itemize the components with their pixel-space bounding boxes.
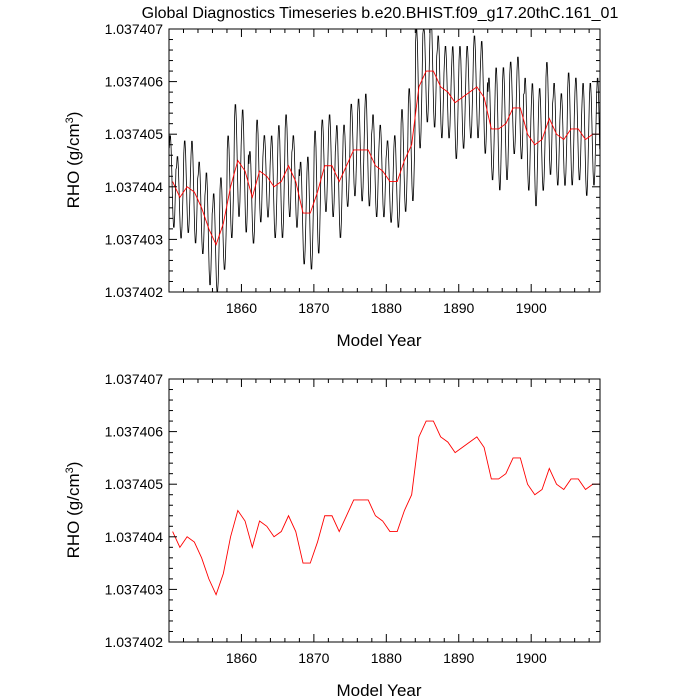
annual-series-path <box>172 70 600 246</box>
top-panel: 1.037402 1.037403 1.037404 1.037405 1.037406… <box>64 21 601 350</box>
y-tick-label: 1.037402 <box>105 284 164 300</box>
x-tick-label: 1880 <box>371 650 402 666</box>
bottom-y-tick-labels: 1.037402 1.037403 1.037404 1.037405 1.037406… <box>105 371 164 650</box>
y-tick-label: 1.037403 <box>105 231 164 247</box>
top-axis-ticks <box>169 28 600 293</box>
annual-series-path <box>172 420 600 596</box>
x-tick-label: 1890 <box>443 650 474 666</box>
y-tick-label: 1.037407 <box>105 371 164 387</box>
x-tick-label: 1900 <box>516 650 547 666</box>
y-tick-label: 1.037407 <box>105 21 164 37</box>
bottom-x-tick-labels: 1860 1870 1880 1890 1900 <box>226 650 547 666</box>
y-tick-label: 1.037404 <box>105 529 164 545</box>
y-tick-label: 1.037402 <box>105 634 164 650</box>
bottom-plot-frame <box>168 378 601 643</box>
x-tick-label: 1900 <box>516 300 547 316</box>
bottom-x-axis-title: Model Year <box>336 681 421 700</box>
bottom-panel: 1.037402 1.037403 1.037404 1.037405 1.037406… <box>64 371 601 700</box>
annual-series-line-top <box>172 70 600 246</box>
figure-title: Global Diagnostics Timeseries b.e20.BHIS… <box>142 5 619 22</box>
y-tick-label: 1.037403 <box>105 581 164 597</box>
y-tick-label: 1.037404 <box>105 179 164 195</box>
y-tick-label: 1.037405 <box>105 126 164 142</box>
monthly-series-line <box>168 28 601 293</box>
top-y-axis-title: RHO (g/cm3) <box>64 112 83 209</box>
y-tick-label: 1.037406 <box>105 424 164 440</box>
annual-series-line-bottom <box>172 420 600 596</box>
monthly-series-path <box>168 28 601 293</box>
bottom-axis-ticks <box>169 378 600 643</box>
x-tick-label: 1870 <box>298 300 329 316</box>
y-tick-label: 1.037406 <box>105 74 164 90</box>
x-tick-label: 1860 <box>226 300 257 316</box>
y-tick-label: 1.037405 <box>105 476 164 492</box>
x-tick-label: 1880 <box>371 300 402 316</box>
x-tick-label: 1890 <box>443 300 474 316</box>
top-x-tick-labels: 1860 1870 1880 1890 1900 <box>226 300 547 316</box>
top-x-axis-title: Model Year <box>336 331 421 350</box>
x-tick-label: 1870 <box>298 650 329 666</box>
bottom-y-axis-title: RHO (g/cm3) <box>64 462 83 559</box>
top-plot-frame <box>168 28 601 293</box>
x-tick-label: 1860 <box>226 650 257 666</box>
top-y-tick-labels: 1.037402 1.037403 1.037404 1.037405 1.037406… <box>105 21 164 300</box>
